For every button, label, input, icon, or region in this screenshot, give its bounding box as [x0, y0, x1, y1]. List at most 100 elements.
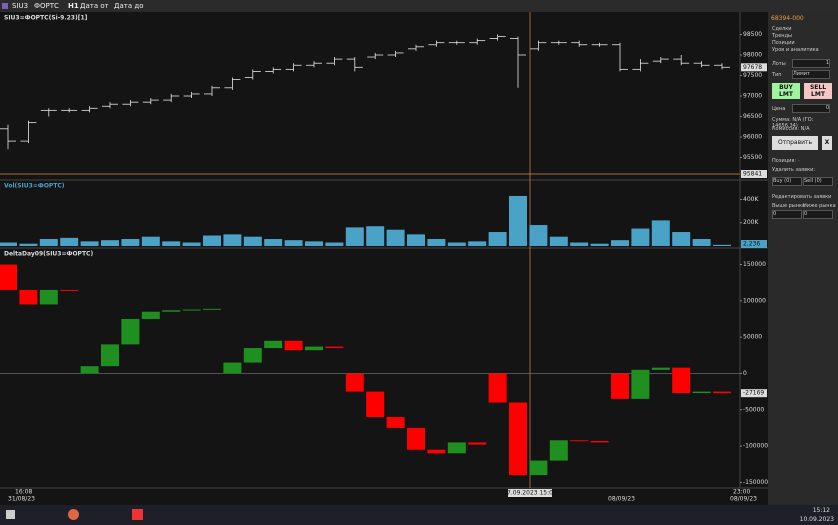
- type-select[interactable]: Лимит: [792, 70, 830, 79]
- app-icon[interactable]: [132, 509, 143, 520]
- price-input[interactable]: 0: [792, 104, 830, 113]
- y-tick-label: 0: [743, 370, 747, 377]
- volume-bar: [651, 220, 670, 246]
- sell-button[interactable]: SELL LMT: [804, 83, 832, 99]
- delta-bar: [80, 366, 99, 374]
- x-label: 08/09/23: [608, 496, 635, 503]
- volume-bar: [427, 239, 446, 246]
- delta-bar: [509, 402, 527, 476]
- delta-bar: [651, 367, 670, 370]
- label: Удалить заявки:: [772, 167, 816, 173]
- last-box: [741, 240, 767, 248]
- taskbar: 15:12 10.09.2023: [0, 505, 838, 525]
- volume-bar: [672, 232, 691, 246]
- volume-bar: [570, 242, 589, 246]
- option[interactable]: Уров и аналитика: [772, 47, 819, 53]
- last-label: -27169: [743, 390, 764, 397]
- y-tick-label: 96000: [743, 134, 762, 141]
- toolbar: SIU3 ФОРТС H1 Дата от Дата до: [0, 0, 838, 12]
- volume-bar: [305, 241, 323, 246]
- volume-bar: [325, 242, 344, 246]
- x-label: 31/08/23: [8, 496, 35, 503]
- pane-title: SIU3=ФОРТС(Si-9.23)[1]: [4, 15, 88, 22]
- label: Цена: [772, 106, 786, 112]
- delta-bar: [223, 362, 242, 374]
- label: Ниже рынка: [803, 203, 836, 209]
- background: [0, 12, 768, 505]
- y-tick-label: -150000: [743, 479, 768, 486]
- delta-bar: [345, 373, 364, 392]
- volume-bar: [80, 241, 99, 246]
- option[interactable]: Сделки: [772, 26, 792, 32]
- y-tick-label: -100000: [743, 443, 768, 450]
- delta-bar: [182, 309, 201, 311]
- x-label: 08/09/23: [730, 496, 757, 503]
- delta-bar: [141, 311, 160, 319]
- volume-bar: [529, 225, 548, 246]
- delta-bar: [488, 373, 507, 403]
- cursor-label: 07.09.2023 15:00: [503, 490, 557, 497]
- delta-bar: [203, 308, 221, 310]
- delta-bar: [264, 340, 283, 349]
- y-tick-label: 150000: [743, 261, 766, 268]
- delta-bar: [468, 442, 487, 445]
- below-input[interactable]: 0: [803, 210, 833, 219]
- cursor-box: [741, 170, 767, 178]
- y-tick-label: 98500: [743, 31, 762, 38]
- send-button[interactable]: Отправить: [772, 136, 818, 150]
- symbol[interactable]: SIU3: [12, 2, 29, 10]
- volume-bar: [121, 239, 140, 246]
- y-tick-label: 97000: [743, 93, 762, 100]
- delta-bar: [162, 310, 181, 312]
- delta-bar: [60, 289, 79, 291]
- close-button[interactable]: X: [822, 136, 832, 150]
- y-tick-label: 200K: [743, 219, 759, 226]
- volume-bar: [366, 226, 385, 246]
- volume-bar: [447, 242, 466, 246]
- volume-bar: [468, 241, 487, 246]
- position: -: [798, 158, 800, 164]
- volume-bar: [509, 195, 527, 246]
- delta-bar: [692, 391, 711, 394]
- delta-bar: [0, 264, 17, 290]
- buy-button[interactable]: BUY LMT: [772, 83, 800, 99]
- lots-input[interactable]: 1: [792, 59, 830, 68]
- delete-buy[interactable]: Buy (0): [772, 177, 802, 186]
- volume-bar: [611, 240, 629, 246]
- volume-bar: [284, 240, 303, 246]
- clock: 15:12: [812, 507, 830, 514]
- above-input[interactable]: 0: [772, 210, 802, 219]
- start-icon[interactable]: [6, 510, 15, 519]
- sum: Сумма: N/A (ГО: 14656,34): [772, 117, 814, 129]
- option[interactable]: Тренды: [772, 33, 792, 39]
- y-tick-label: 95500: [743, 154, 762, 161]
- delta-bar: [570, 440, 589, 442]
- volume-bar: [203, 235, 221, 246]
- order-panel: 68394-000 Сделки Тренды Позиции Уров и а…: [768, 12, 838, 505]
- commission: Комиссия: N/A: [772, 126, 810, 132]
- date-from[interactable]: Дата от: [80, 2, 109, 10]
- volume-bar: [101, 240, 119, 246]
- date: 10.09.2023: [799, 516, 834, 523]
- volume-bar: [243, 236, 262, 246]
- y-tick-label: 96500: [743, 113, 762, 120]
- volume-bar: [264, 239, 283, 246]
- y-tick-label: -50000: [743, 406, 764, 413]
- volume-bar: [407, 234, 425, 246]
- timeframe[interactable]: H1: [68, 2, 79, 10]
- delta-bar: [672, 367, 691, 394]
- delta-bar: [407, 427, 425, 450]
- app-icon[interactable]: [68, 509, 79, 520]
- pane-title: DeltaDay09(SIU3=ФОРТС): [4, 251, 93, 258]
- icon: [2, 3, 8, 9]
- date-to[interactable]: Дата до: [114, 2, 144, 10]
- delta-bar: [611, 373, 629, 399]
- cursor-label: 95841: [743, 171, 762, 178]
- volume-bar: [39, 239, 58, 246]
- delta-bar: [284, 340, 303, 351]
- option[interactable]: Позиции: [772, 40, 795, 46]
- delete-sell[interactable]: Sell (0): [803, 177, 833, 186]
- delta-bar: [631, 369, 650, 399]
- exchange[interactable]: ФОРТС: [34, 2, 59, 10]
- volume-bar: [0, 242, 17, 246]
